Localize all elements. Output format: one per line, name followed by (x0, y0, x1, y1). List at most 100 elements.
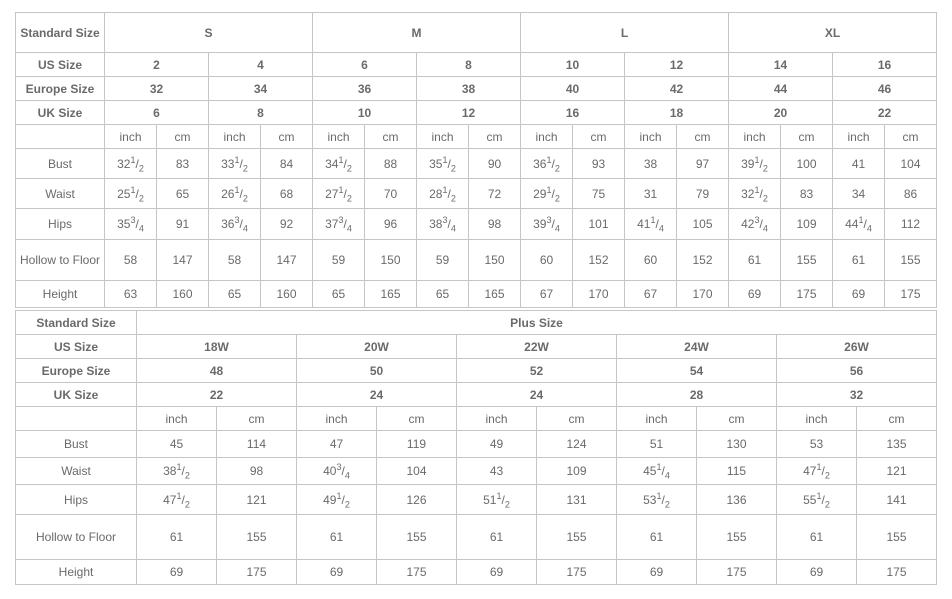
measure-value-cell: 53 (776, 430, 857, 458)
measure-value-cell: 69 (776, 559, 857, 585)
measure-value-cell: 155 (216, 514, 297, 560)
measure-value-cell: 91 (156, 208, 209, 240)
measure-value-cell: 61 (776, 514, 857, 560)
size-value-cell: 40 (520, 76, 625, 101)
measure-value-cell: 511/2 (456, 484, 537, 515)
size-value-cell: 8 (416, 52, 521, 77)
measure-value-cell: 61 (136, 514, 217, 560)
measure-value-cell: 170 (572, 280, 625, 308)
unit-header-cell: cm (572, 124, 625, 149)
size-value-cell: 32 (104, 76, 209, 101)
measure-value-cell: 155 (696, 514, 777, 560)
size-value-cell: 6 (104, 100, 209, 125)
measure-value-cell: 150 (364, 239, 417, 281)
size-value-cell: 10 (312, 100, 417, 125)
measure-value-cell: 98 (468, 208, 521, 240)
size-value-cell: 32 (776, 382, 937, 407)
size-value-cell: 46 (832, 76, 937, 101)
measure-value-cell: 141 (856, 484, 937, 515)
size-value-cell: 22 (832, 100, 937, 125)
measure-value-cell: 147 (260, 239, 313, 281)
unit-header-cell: cm (884, 124, 937, 149)
measure-value-cell: 175 (696, 559, 777, 585)
unit-header-cell: cm (156, 124, 209, 149)
measure-value-cell: 31 (624, 178, 677, 209)
size-value-cell: 8 (208, 100, 313, 125)
unit-header-cell: inch (728, 124, 781, 149)
unit-header-cell: cm (856, 406, 937, 431)
measure-value-cell: 165 (364, 280, 417, 308)
measure-value-cell: 471/2 (776, 457, 857, 485)
unit-header-cell: inch (616, 406, 697, 431)
measure-value-cell: 175 (884, 280, 937, 308)
unit-header-cell: inch (624, 124, 677, 149)
measure-value-cell: 86 (884, 178, 937, 209)
size-value-cell: 54 (616, 358, 777, 383)
size-value-cell: 22 (136, 382, 297, 407)
measure-value-cell: 152 (572, 239, 625, 281)
size-row-label: Europe Size (15, 76, 105, 101)
size-value-cell: 20W (296, 334, 457, 359)
measure-value-cell: 69 (136, 559, 217, 585)
measure-value-cell: 58 (104, 239, 157, 281)
group-header-cell: S (104, 12, 313, 53)
size-value-cell: 48 (136, 358, 297, 383)
measure-value-cell: 115 (696, 457, 777, 485)
measure-value-cell: 72 (468, 178, 521, 209)
size-value-cell: 12 (624, 52, 729, 77)
measure-row-label: Height (15, 280, 105, 308)
measure-value-cell: 175 (216, 559, 297, 585)
unit-header-cell: inch (776, 406, 857, 431)
group-header-cell: L (520, 12, 729, 53)
size-value-cell: 24 (456, 382, 617, 407)
size-value-cell: 12 (416, 100, 521, 125)
unit-header-cell: inch (312, 124, 365, 149)
measure-value-cell: 331/2 (208, 148, 261, 179)
measure-row-label: Bust (15, 148, 105, 179)
measure-value-cell: 59 (312, 239, 365, 281)
measure-row-label: Bust (15, 430, 137, 458)
size-value-cell: 18 (624, 100, 729, 125)
size-value-cell: 6 (312, 52, 417, 77)
measure-value-cell: 170 (676, 280, 729, 308)
corner-cell: Standard Size (15, 12, 105, 53)
size-value-cell: 36 (312, 76, 417, 101)
measure-value-cell: 135 (856, 430, 937, 458)
measure-row-label: Hollow to Floor (15, 514, 137, 560)
measure-value-cell: 124 (536, 430, 617, 458)
size-value-cell: 16 (832, 52, 937, 77)
unit-header-cell: inch (136, 406, 217, 431)
measure-value-cell: 271/2 (312, 178, 365, 209)
measure-value-cell: 98 (216, 457, 297, 485)
measure-value-cell: 423/4 (728, 208, 781, 240)
unit-header-cell: cm (216, 406, 297, 431)
size-value-cell: 24 (296, 382, 457, 407)
unit-header-cell: cm (364, 124, 417, 149)
size-value-cell: 50 (296, 358, 457, 383)
measure-value-cell: 551/2 (776, 484, 857, 515)
unit-header-cell: inch (832, 124, 885, 149)
unit-header-cell: inch (456, 406, 537, 431)
measure-value-cell: 411/4 (624, 208, 677, 240)
unit-header-cell: inch (520, 124, 573, 149)
measure-value-cell: 104 (884, 148, 937, 179)
measure-value-cell: 147 (156, 239, 209, 281)
unit-header-cell: cm (260, 124, 313, 149)
measure-value-cell: 393/4 (520, 208, 573, 240)
unit-header-cell: cm (536, 406, 617, 431)
group-header-cell: M (312, 12, 521, 53)
measure-row-label: Hips (15, 484, 137, 515)
measure-value-cell: 175 (536, 559, 617, 585)
measure-value-cell: 321/2 (728, 178, 781, 209)
measure-value-cell: 160 (156, 280, 209, 308)
measure-value-cell: 43 (456, 457, 537, 485)
size-value-cell: 34 (208, 76, 313, 101)
measure-value-cell: 65 (416, 280, 469, 308)
measure-value-cell: 69 (456, 559, 537, 585)
measure-value-cell: 363/4 (208, 208, 261, 240)
size-value-cell: 16 (520, 100, 625, 125)
group-header-cell: XL (728, 12, 937, 53)
measure-value-cell: 61 (456, 514, 537, 560)
measure-value-cell: 175 (376, 559, 457, 585)
measure-value-cell: 58 (208, 239, 261, 281)
